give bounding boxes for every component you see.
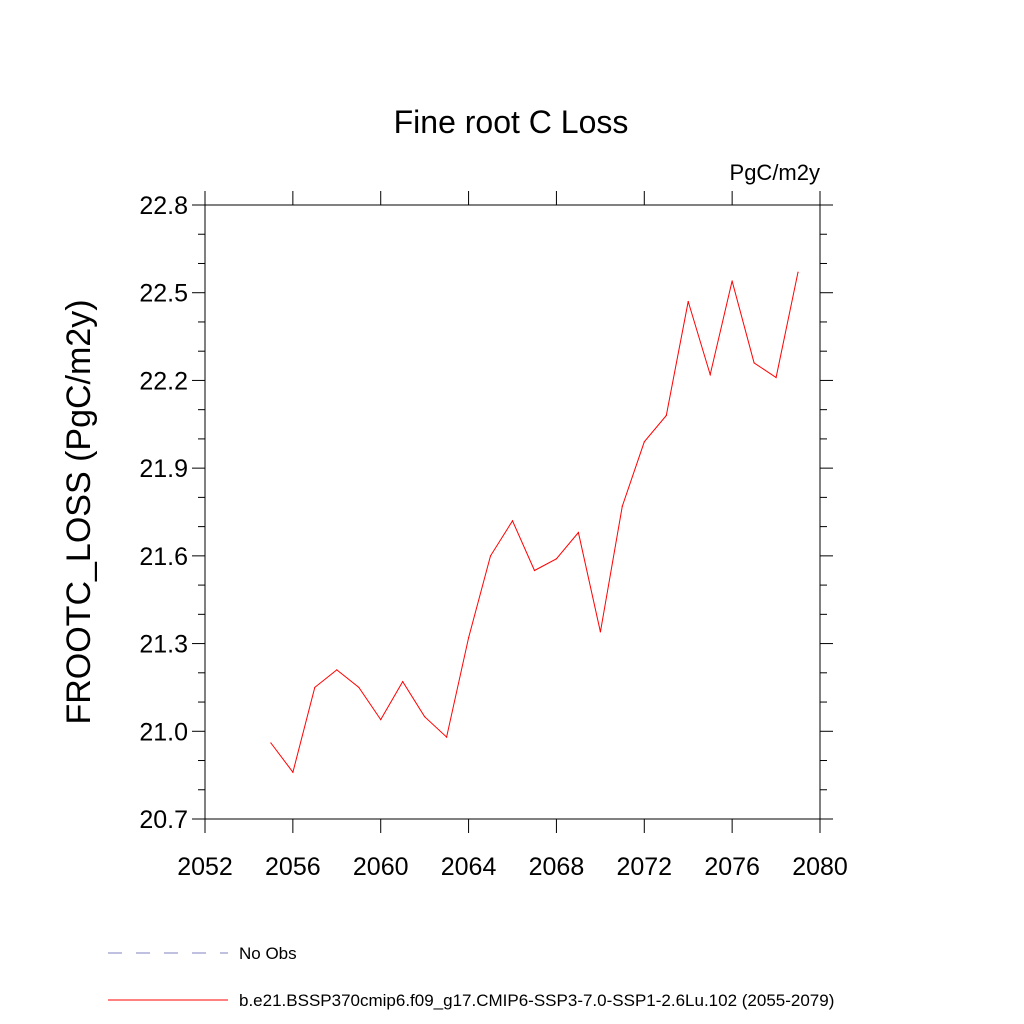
series-line [270, 272, 799, 774]
x-tick-label: 2052 [177, 853, 233, 881]
chart-title: Fine root C Loss [394, 104, 629, 140]
data-point [643, 441, 645, 443]
data-point [775, 376, 777, 379]
data-point [292, 771, 294, 773]
x-tick-label: 2064 [441, 853, 497, 881]
y-tick-label: 22.8 [139, 192, 188, 220]
plot-frame [204, 204, 821, 820]
legend: No Obs b.e21.BSSP370cmip6.f09_g17.CMIP6-… [108, 944, 834, 1010]
data-point [446, 736, 448, 738]
data-point [687, 300, 689, 303]
data-point [797, 271, 799, 273]
y-axis-label: FROOTC_LOSS (PgC/m2y) [60, 299, 98, 724]
data-point [424, 716, 426, 718]
series-layer [270, 271, 799, 774]
x-tick-label: 2056 [265, 853, 321, 881]
data-point [599, 631, 601, 633]
data-point [709, 373, 711, 376]
data-point [753, 362, 755, 364]
x-tick-label: 2080 [792, 853, 848, 881]
x-tick-label: 2072 [616, 853, 672, 881]
data-point [511, 520, 514, 522]
x-tick-label: 2068 [529, 853, 585, 881]
data-point [489, 555, 492, 557]
data-point [270, 742, 272, 744]
data-point [314, 686, 316, 689]
data-point [731, 280, 733, 282]
data-point [665, 414, 667, 417]
y-tick-label: 21.3 [139, 631, 188, 659]
y-tick-label: 21.0 [139, 718, 188, 746]
x-tick-label: 2076 [704, 853, 760, 881]
data-point [555, 558, 558, 560]
data-point [533, 569, 536, 572]
y-tick-label: 22.5 [139, 280, 188, 308]
data-point [336, 669, 338, 671]
units-label: PgC/m2y [730, 160, 820, 185]
y-tick-label: 20.7 [139, 806, 188, 834]
legend-label-no-obs: No Obs [239, 944, 297, 963]
x-tick-label: 2060 [353, 853, 409, 881]
data-point [402, 680, 404, 683]
y-tick-label: 21.6 [139, 543, 188, 571]
data-point [467, 637, 470, 639]
y-tick-label: 21.9 [139, 455, 188, 483]
legend-label-model: b.e21.BSSP370cmip6.f09_g17.CMIP6-SSP3-7.… [239, 991, 834, 1010]
data-point [621, 505, 623, 507]
data-point [358, 686, 360, 689]
data-point [577, 531, 579, 534]
data-point [380, 718, 382, 721]
y-tick-label: 22.2 [139, 367, 188, 395]
ticks: 20.7 21.0 21.3 21.6 21.9 22.2 22.5 22.8 2052 2056… [139, 191, 848, 881]
